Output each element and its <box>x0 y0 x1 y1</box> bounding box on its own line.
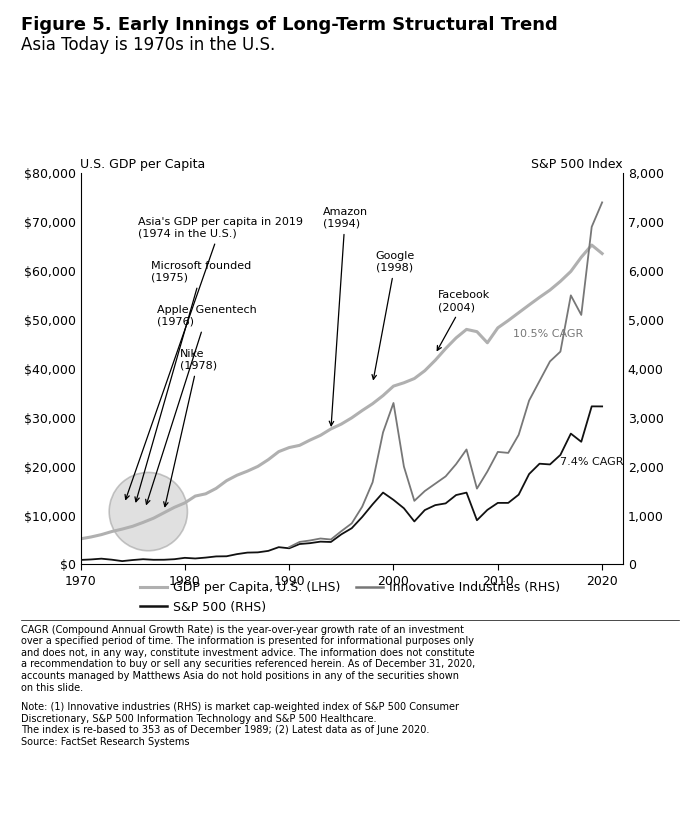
Text: U.S. GDP per Capita: U.S. GDP per Capita <box>80 157 206 171</box>
Text: Apple, Genentech
(1976): Apple, Genentech (1976) <box>146 305 256 504</box>
Text: Google
(1998): Google (1998) <box>372 251 415 379</box>
Text: 7.4% CAGR: 7.4% CAGR <box>561 456 624 466</box>
Text: Microsoft founded
(1975): Microsoft founded (1975) <box>135 261 252 502</box>
Text: CAGR (Compound Annual Growth Rate) is the year-over-year growth rate of an inves: CAGR (Compound Annual Growth Rate) is th… <box>21 625 475 693</box>
Text: Figure 5. Early Innings of Long-Term Structural Trend: Figure 5. Early Innings of Long-Term Str… <box>21 16 558 35</box>
Text: Facebook
(2004): Facebook (2004) <box>438 290 491 350</box>
Ellipse shape <box>109 472 188 550</box>
Text: Note: (1) Innovative industries (RHS) is market cap-weighted index of S&P 500 Co: Note: (1) Innovative industries (RHS) is… <box>21 702 459 747</box>
Text: Asia Today is 1970s in the U.S.: Asia Today is 1970s in the U.S. <box>21 36 275 54</box>
Text: Amazon
(1994): Amazon (1994) <box>323 208 368 426</box>
Text: Nike
(1978): Nike (1978) <box>164 349 217 507</box>
Text: 10.5% CAGR: 10.5% CAGR <box>514 330 584 339</box>
Text: Asia's GDP per capita in 2019
(1974 in the U.S.): Asia's GDP per capita in 2019 (1974 in t… <box>125 217 303 499</box>
Text: S&P 500 Index: S&P 500 Index <box>531 157 623 171</box>
Legend: GDP per Capita, U.S. (LHS), S&P 500 (RHS), Innovative Industries (RHS): GDP per Capita, U.S. (LHS), S&P 500 (RHS… <box>134 577 566 619</box>
